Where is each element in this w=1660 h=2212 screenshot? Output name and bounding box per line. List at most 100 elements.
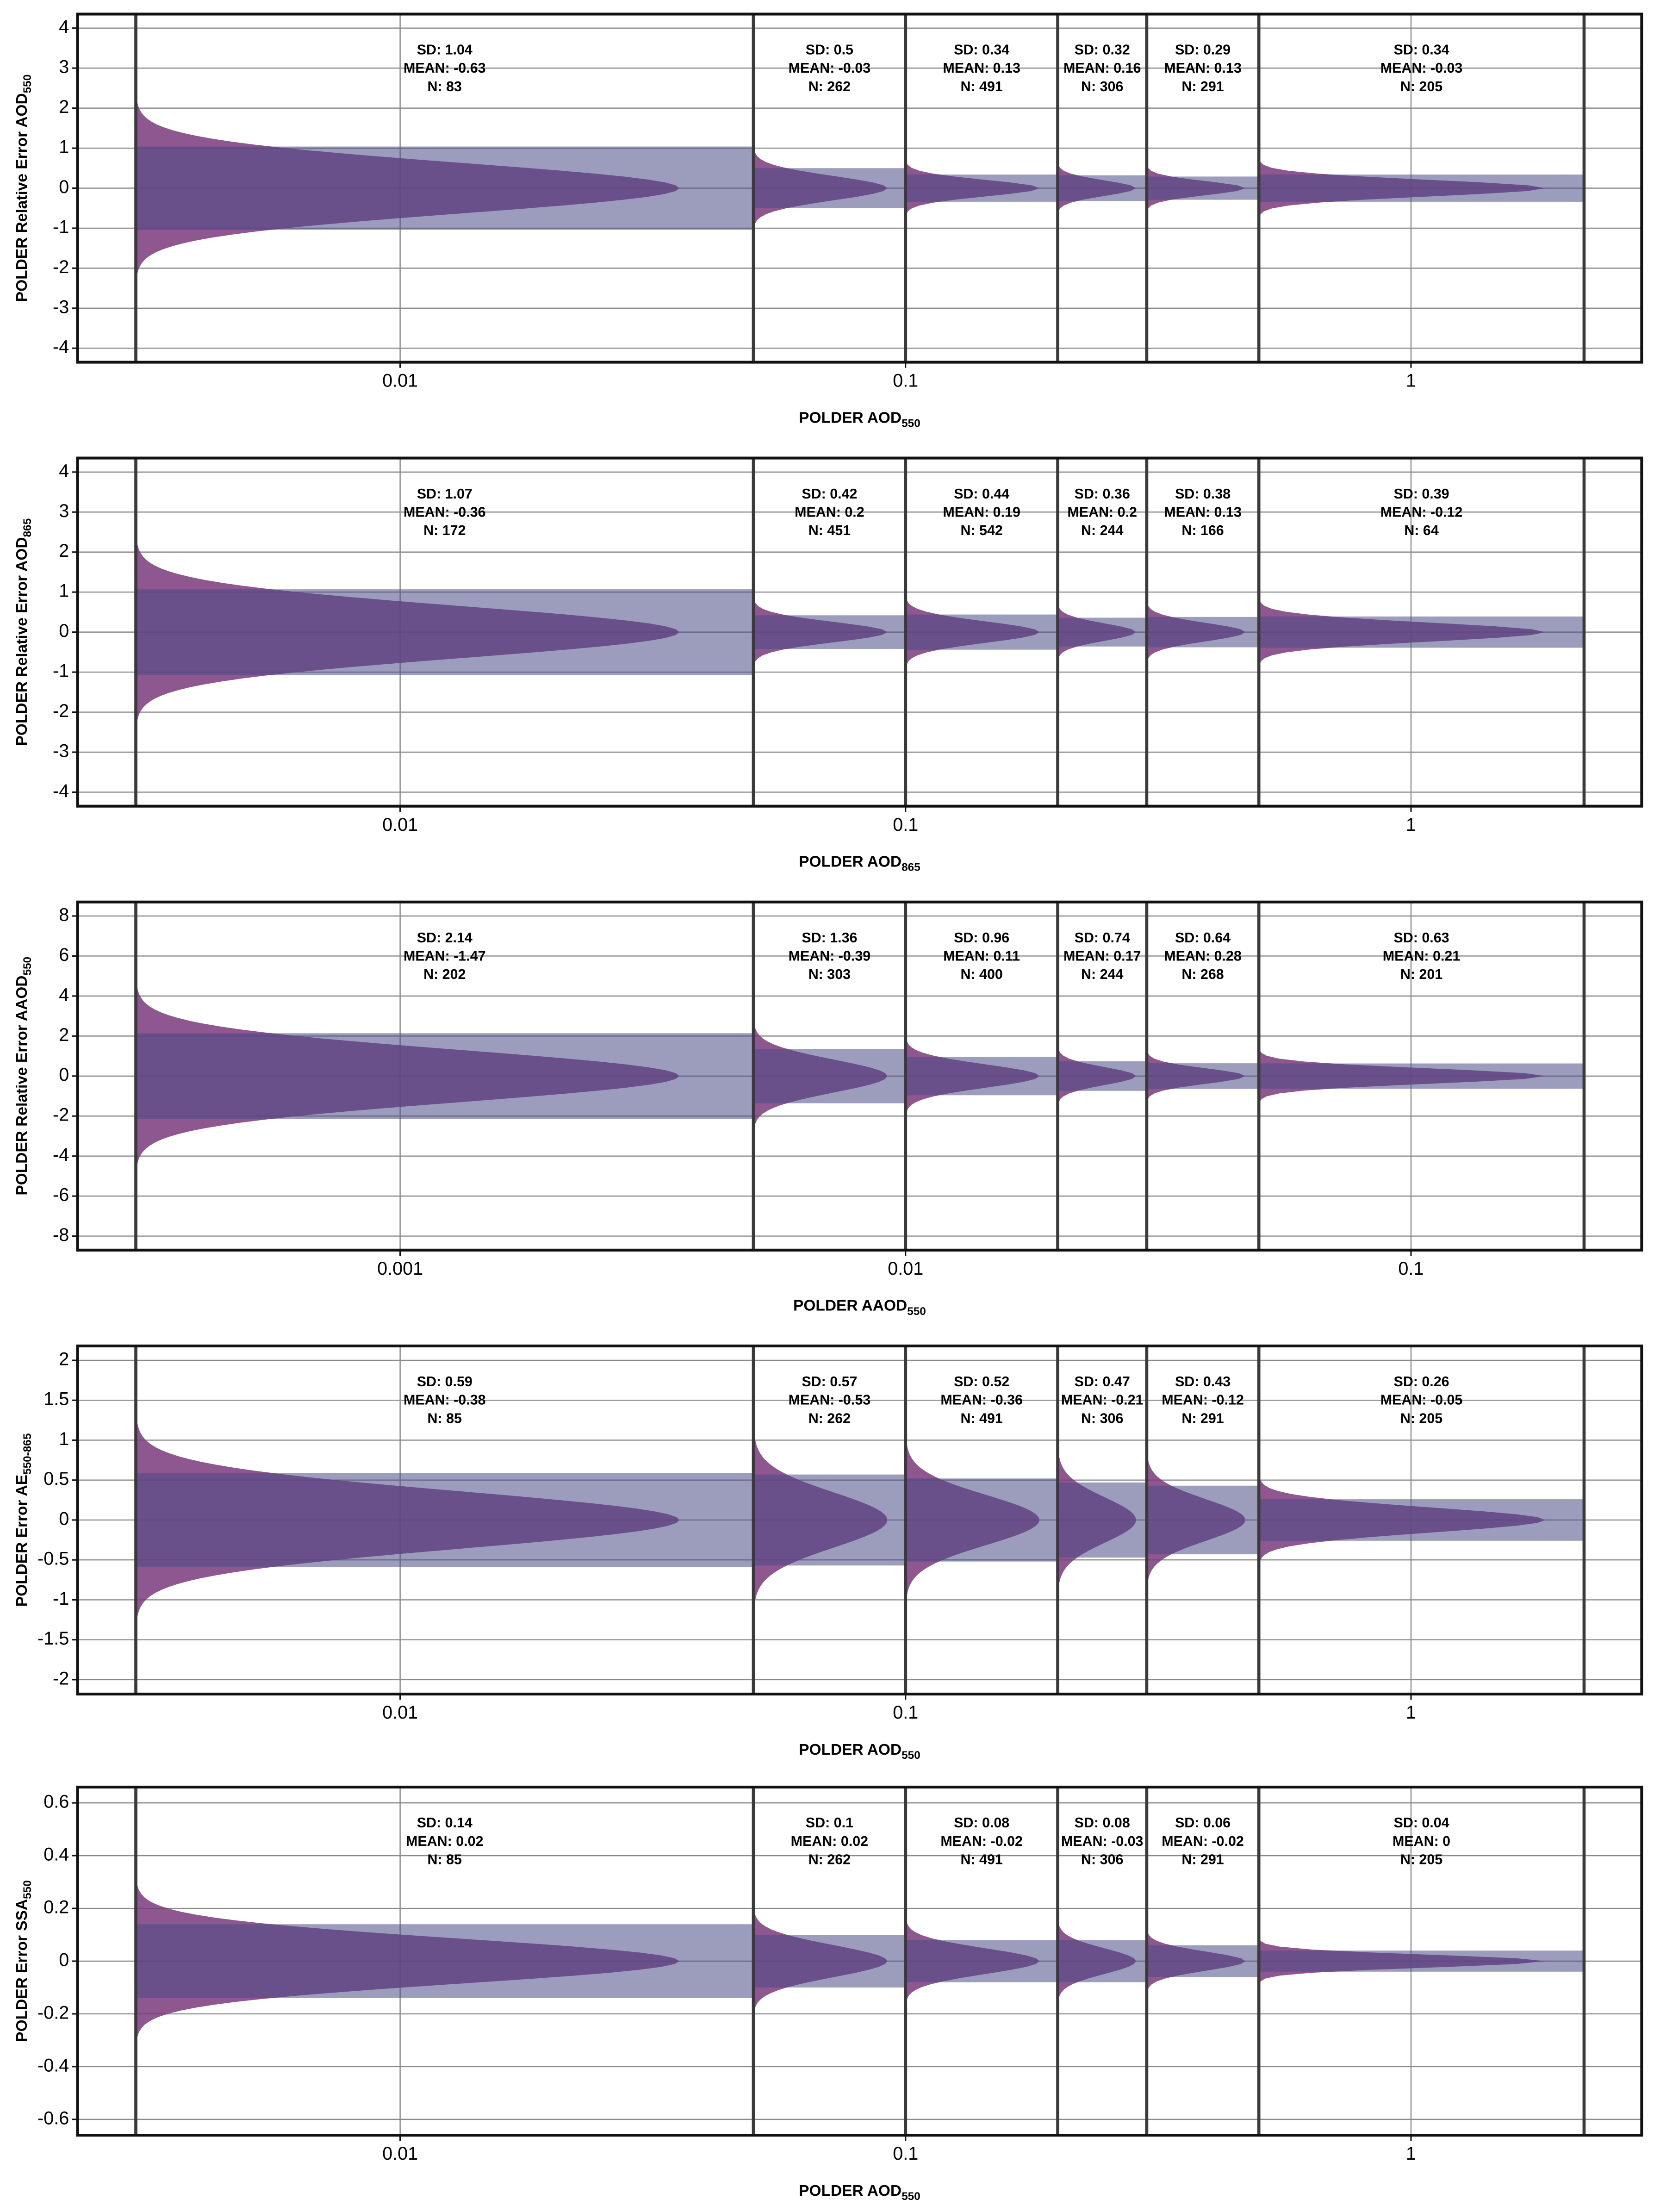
stat-label: N: 201: [1400, 966, 1442, 982]
x-tick-label: 1: [1406, 371, 1416, 391]
x-tick-label: 1: [1406, 815, 1416, 835]
stat-label: MEAN: -1.47: [404, 948, 486, 964]
stat-label: MEAN: 0.13: [943, 60, 1020, 76]
stat-label: N: 64: [1404, 523, 1439, 538]
sd-band: [1057, 617, 1147, 647]
stat-label: N: 303: [808, 966, 851, 982]
y-axis-label: POLDER Error SSA550: [13, 1880, 34, 2042]
stat-label: SD: 0.42: [802, 486, 857, 502]
stat-label: MEAN: 0.13: [1164, 60, 1241, 76]
stat-label: SD: 0.39: [1393, 486, 1449, 502]
y-tick-label: 0.6: [44, 1792, 69, 1812]
stat-label: N: 205: [1400, 79, 1442, 94]
y-tick-label: -8: [53, 1225, 69, 1245]
stat-label: MEAN: -0.03: [789, 60, 871, 76]
sd-band: [753, 615, 906, 649]
stat-label: SD: 0.32: [1075, 42, 1130, 58]
stat-label: MEAN: 0.02: [791, 1833, 868, 1849]
sd-band: [1057, 1061, 1147, 1091]
y-tick-label: -4: [53, 781, 69, 801]
stat-label: N: 291: [1181, 1410, 1224, 1426]
stat-label: MEAN: 0.2: [795, 504, 864, 520]
y-tick-label: -2: [53, 257, 69, 277]
x-tick-label: 0.01: [382, 1702, 418, 1723]
y-tick-label: 1: [59, 137, 69, 157]
y-tick-label: 3: [59, 57, 69, 77]
sd-band: [905, 614, 1058, 650]
y-tick-label: 0: [59, 177, 69, 197]
y-tick-label: -0.4: [37, 2055, 69, 2075]
y-tick-label: 0: [59, 1065, 69, 1085]
plot-area: [136, 1346, 1584, 1694]
y-axis-label-text: POLDER Error SSA: [13, 1899, 31, 2042]
stat-label: SD: 0.08: [1075, 1815, 1130, 1831]
x-tick-label: 0.1: [893, 371, 918, 391]
stat-label: N: 451: [808, 523, 851, 538]
x-axis-label-sub: 550: [907, 1305, 926, 1318]
stat-label: MEAN: -0.03: [1380, 60, 1463, 76]
stat-label: MEAN: 0.13: [1164, 504, 1241, 520]
stat-label: N: 205: [1400, 1410, 1442, 1426]
stat-label: SD: 0.5: [806, 42, 853, 58]
y-tick-label: 0.2: [44, 1897, 69, 1918]
y-tick-label: -1: [53, 661, 69, 681]
stat-label: N: 205: [1400, 1851, 1442, 1867]
stat-label: SD: 0.47: [1075, 1374, 1130, 1390]
stat-label: MEAN: 0.16: [1063, 60, 1141, 76]
y-tick-label: -3: [53, 741, 69, 761]
x-tick-label: 0.01: [888, 1259, 923, 1279]
y-tick-label: 3: [59, 501, 69, 521]
sd-band: [1057, 1482, 1147, 1558]
stat-label: MEAN: -0.36: [404, 504, 486, 520]
y-tick-label: 2: [59, 97, 69, 117]
stat-label: N: 262: [808, 79, 851, 94]
y-tick-label: -6: [53, 1185, 69, 1205]
panel: SD: 1.07 MEAN: -0.36 N: 172 SD: 0.42 MEAN: 0…: [13, 456, 1643, 874]
stat-label: MEAN: 0.17: [1063, 948, 1141, 964]
sd-band: [1146, 1485, 1259, 1555]
stat-label: SD: 0.14: [417, 1815, 473, 1831]
stat-label: MEAN: 0.2: [1067, 504, 1137, 520]
stat-label: SD: 1.07: [417, 486, 473, 502]
x-tick-label: 0.01: [382, 371, 418, 391]
sd-band: [1146, 1063, 1259, 1089]
stat-label: SD: 0.36: [1075, 486, 1130, 502]
stat-label: SD: 0.96: [954, 930, 1009, 946]
y-tick-label: 0.5: [44, 1469, 69, 1489]
sd-band: [1259, 616, 1584, 648]
y-tick-label: -0.6: [37, 2108, 69, 2128]
x-tick-label: 1: [1406, 1702, 1416, 1723]
stat-label: SD: 0.26: [1393, 1374, 1449, 1390]
stat-label: SD: 0.08: [954, 1815, 1009, 1831]
x-tick-label: 0.1: [893, 815, 918, 835]
stat-label: SD: 0.74: [1075, 930, 1130, 946]
y-axis-label: POLDER Relative Error AOD865: [13, 518, 34, 746]
stat-label: MEAN: -0.02: [1162, 1833, 1244, 1849]
stat-label: SD: 0.34: [1393, 42, 1449, 58]
stat-label: MEAN: -0.39: [789, 948, 871, 964]
stat-label: MEAN: -0.03: [1061, 1833, 1144, 1849]
sd-band: [1259, 1950, 1584, 1972]
x-axis-label-text: POLDER AAOD: [793, 1297, 907, 1314]
stat-label: N: 306: [1081, 79, 1123, 94]
plot-area: [136, 902, 1584, 1250]
stat-label: N: 83: [428, 79, 462, 94]
stat-label: N: 166: [1181, 523, 1224, 538]
stat-label: N: 291: [1181, 1851, 1224, 1867]
y-tick-label: -0.5: [37, 1549, 69, 1569]
stat-label: N: 244: [1081, 966, 1123, 982]
sd-band: [1259, 1499, 1584, 1541]
stat-label: MEAN: -0.05: [1380, 1392, 1463, 1408]
stat-label: N: 306: [1081, 1851, 1123, 1867]
x-axis-label: POLDER AOD550: [799, 2182, 920, 2203]
y-tick-label: -1: [53, 1589, 69, 1609]
y-tick-label: -4: [53, 1145, 69, 1165]
stat-label: N: 202: [423, 966, 466, 982]
sd-band: [905, 1940, 1058, 1982]
stat-label: MEAN: -0.12: [1162, 1392, 1244, 1408]
y-tick-label: 2: [59, 1349, 69, 1369]
x-axis-label-text: POLDER AOD: [799, 409, 901, 426]
stat-label: MEAN: 0.02: [406, 1833, 483, 1849]
y-axis-label-sub: 550-865: [21, 1433, 34, 1475]
stat-label: SD: 2.14: [417, 930, 473, 946]
